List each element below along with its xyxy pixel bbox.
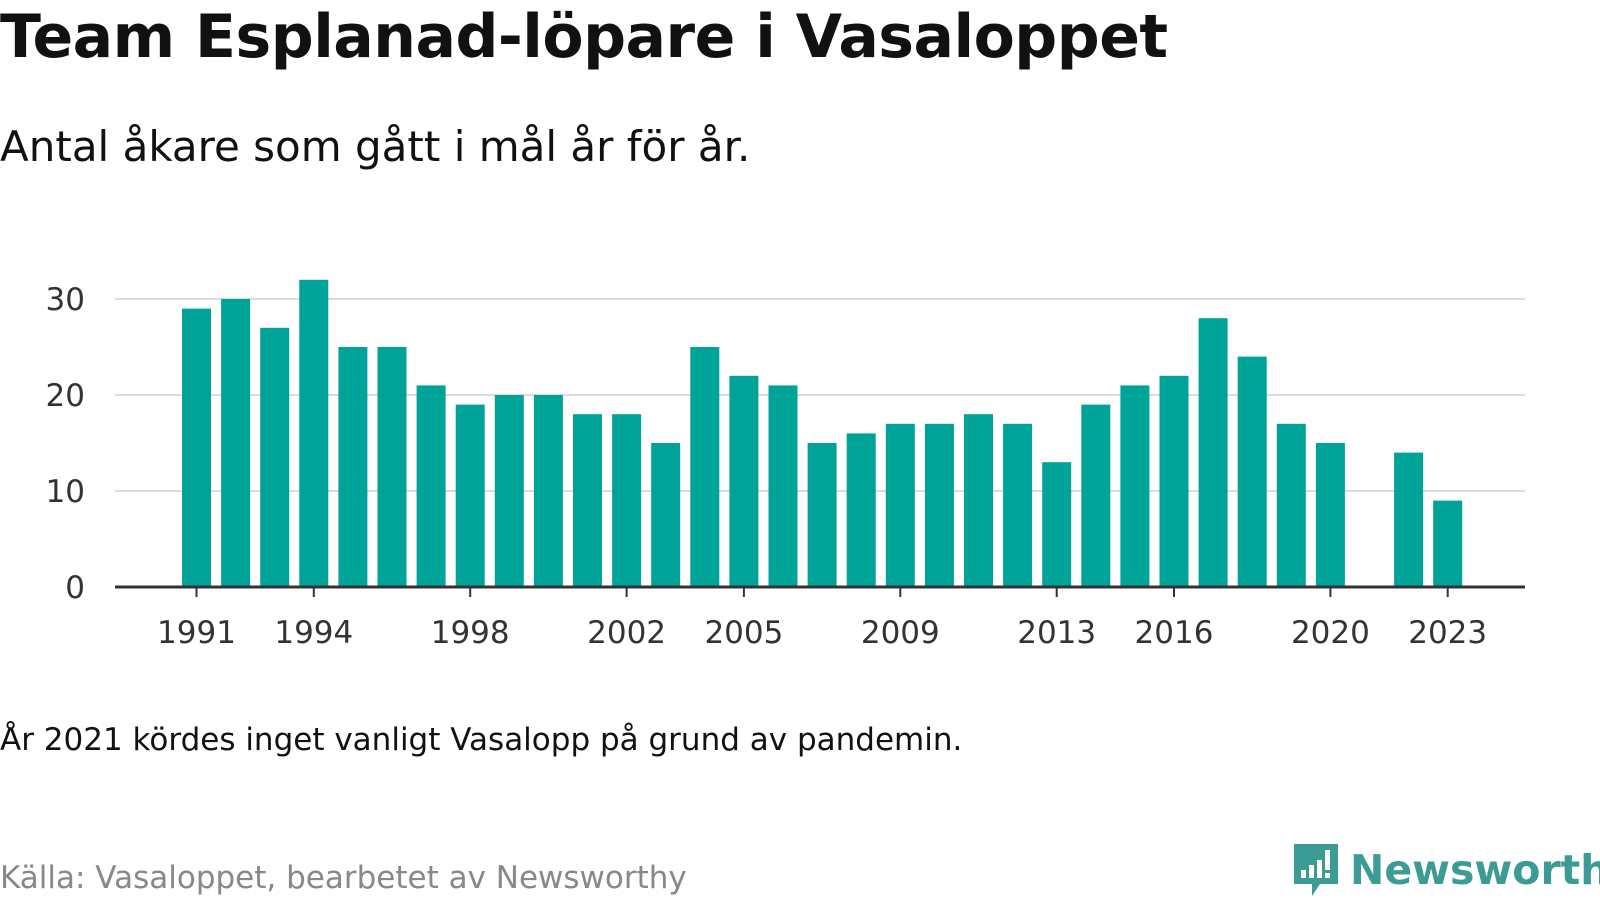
bar-1999 [494,395,524,587]
bar-2020 [1315,443,1345,587]
newsworthy-logo-icon [1294,844,1338,896]
x-axis-ticks: 1991 1994 1998 2002 2005 2009 2013 2016 2020 2023 [157,587,1487,651]
bar-2022 [1394,452,1424,587]
bar-2016 [1159,375,1189,587]
bar-2000 [533,395,563,587]
bar-1992 [221,299,251,587]
bar-2008 [846,433,876,587]
bar-2004 [690,347,720,587]
x-tick-label: 2013 [1017,615,1096,651]
footnote: År 2021 kördes inget vanligt Vasalopp på… [0,722,963,758]
bar-1995 [338,347,368,587]
logo-text: Newsworthy [1350,846,1600,894]
bar-2023 [1433,500,1463,587]
bar-1993 [260,327,290,587]
bar-chart: 0 10 20 30 1991 1994 1998 2002 2005 2009 2013 2016… [46,279,1525,651]
y-tick-label: 0 [65,570,85,606]
bar-2015 [1120,385,1150,587]
x-tick-label: 2020 [1291,615,1370,651]
bar-2018 [1237,356,1267,587]
bar-2011 [964,414,993,587]
bar-2010 [924,423,954,587]
x-tick-label: 1998 [431,615,510,651]
y-tick-label: 10 [46,474,85,510]
bar-2013 [1042,462,1072,587]
x-tick-label: 2009 [861,615,940,651]
bar-1996 [377,347,407,587]
y-tick-label: 30 [46,282,85,318]
y-axis-ticks: 0 10 20 30 [46,282,85,606]
x-tick-label: 2016 [1135,615,1214,651]
bar-2017 [1198,318,1228,587]
bar-2014 [1081,404,1111,587]
bar-1991 [182,308,211,587]
x-tick-label: 2023 [1408,615,1487,651]
y-tick-label: 20 [46,378,85,414]
bar-2006 [768,385,798,587]
bars [182,279,1463,587]
bar-1998 [455,404,485,587]
source-credit: Källa: Vasaloppet, bearbetet av Newswort… [0,860,687,896]
bar-1994 [299,279,329,587]
x-tick-label: 2005 [704,615,783,651]
chart-subtitle: Antal åkare som gått i mål år för år. [0,122,751,171]
bar-2002 [612,414,642,587]
bar-2005 [729,375,759,587]
chart-title: Team Esplanad-löpare i Vasaloppet [0,2,1168,72]
bar-2019 [1276,423,1306,587]
bar-1997 [416,385,446,587]
bar-2003 [651,443,681,587]
bar-2001 [573,414,602,587]
bar-2007 [807,443,837,587]
x-tick-label: 1994 [274,615,353,651]
bar-2012 [1003,423,1033,587]
x-tick-label: 2002 [587,615,666,651]
newsworthy-logo: Newsworthy [1290,840,1600,900]
x-tick-label: 1991 [157,615,236,651]
bar-2009 [885,423,915,587]
